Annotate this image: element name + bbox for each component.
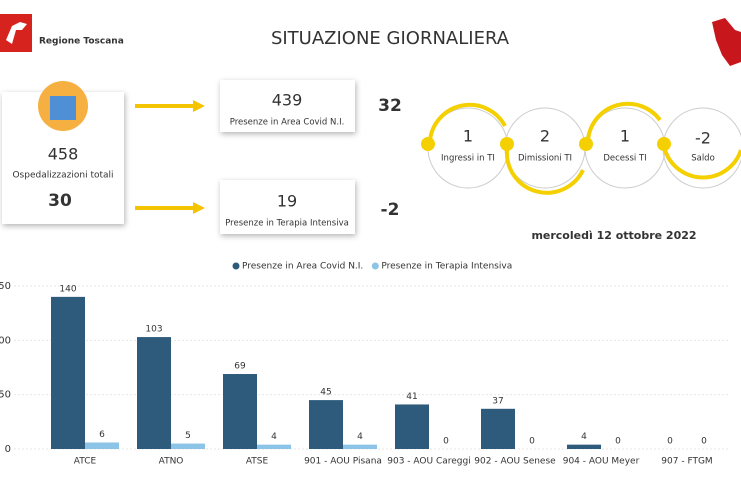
x-tick-label: ATSE <box>246 457 269 467</box>
value-label: 5 <box>185 431 191 441</box>
legend-marker <box>232 262 240 270</box>
flow-label: Dimissioni TI <box>518 154 572 164</box>
kpi-delta: -2 <box>381 200 400 220</box>
kpi-label: Presenze in Area Covid N.I. <box>230 118 345 128</box>
kpi-delta: 32 <box>378 96 402 116</box>
value-label: 6 <box>99 430 105 440</box>
legend-label: Presenze in Area Covid N.I. <box>242 262 363 272</box>
y-tick-label: 50 <box>0 390 11 401</box>
bar <box>481 408 515 449</box>
logo <box>0 14 32 52</box>
flow-value: -2 <box>695 129 711 148</box>
flow-label: Saldo <box>691 154 715 164</box>
x-tick-label: 902 - AOU Senese <box>474 457 556 467</box>
bar <box>51 296 85 449</box>
flow-value: 1 <box>463 127 473 146</box>
value-label: 0 <box>529 437 535 447</box>
y-tick-label: 150 <box>0 281 11 292</box>
flow-value: 2 <box>540 127 550 146</box>
legend-label: Presenze in Terapia Intensiva <box>381 262 512 272</box>
value-label: 0 <box>701 437 707 447</box>
flow-arrows <box>428 101 741 195</box>
kpi-value: 19 <box>277 192 297 211</box>
bar <box>343 444 377 449</box>
bar <box>395 404 429 449</box>
y-tick-label: 100 <box>0 335 11 346</box>
x-tick-label: 907 - FTGM <box>661 457 712 467</box>
x-tick-label: 903 - AOU Careggi <box>387 457 470 467</box>
y-tick-label: 0 <box>5 444 11 455</box>
value-label: 37 <box>492 396 503 406</box>
bar <box>137 337 171 449</box>
bar <box>171 443 205 449</box>
flow-label: Ingressi in TI <box>441 154 495 164</box>
kpi-label: Ospedalizzazioni totali <box>12 171 113 181</box>
map-icon <box>712 18 741 66</box>
bar <box>567 444 601 449</box>
legend-marker <box>371 262 379 270</box>
value-label: 45 <box>320 388 331 398</box>
x-tick-label: 904 - AOU Meyer <box>563 457 640 467</box>
x-tick-label: ATCE <box>74 457 97 467</box>
x-tick-label: ATNO <box>159 457 184 467</box>
value-label: 0 <box>615 437 621 447</box>
bar <box>223 374 257 449</box>
page-title: SITUAZIONE GIORNALIERA <box>271 28 510 49</box>
flow-label: Decessi TI <box>603 154 646 164</box>
date: mercoledì 12 ottobre 2022 <box>531 229 696 242</box>
bar <box>257 444 291 449</box>
bar-chart: 050100150Presenze in Area Covid N.I.Pres… <box>0 262 730 467</box>
hospital-icon <box>50 96 76 120</box>
arrow <box>135 104 195 210</box>
kpi-delta: 30 <box>48 191 72 211</box>
kpi-value: 458 <box>48 145 79 164</box>
flow-value: 1 <box>620 127 630 146</box>
arrow-head <box>193 100 205 214</box>
value-label: 4 <box>271 432 277 442</box>
value-label: 69 <box>234 362 246 372</box>
flow-dots <box>421 137 671 151</box>
value-label: 140 <box>59 284 76 294</box>
kpi-card <box>220 180 355 234</box>
kpi-card <box>220 80 355 132</box>
kpi-value: 439 <box>272 91 303 110</box>
value-label: 0 <box>667 437 673 447</box>
bar <box>309 400 343 449</box>
logo-horse <box>6 22 27 44</box>
brand: Regione Toscana <box>39 37 124 47</box>
kpi-label: Presenze in Terapia Intensiva <box>225 219 349 229</box>
value-label: 103 <box>145 325 162 335</box>
value-label: 41 <box>406 392 417 402</box>
value-label: 4 <box>581 432 587 442</box>
x-tick-label: 901 - AOU Pisana <box>304 457 382 467</box>
bar <box>85 442 119 449</box>
value-label: 0 <box>443 437 449 447</box>
value-label: 4 <box>357 432 363 442</box>
